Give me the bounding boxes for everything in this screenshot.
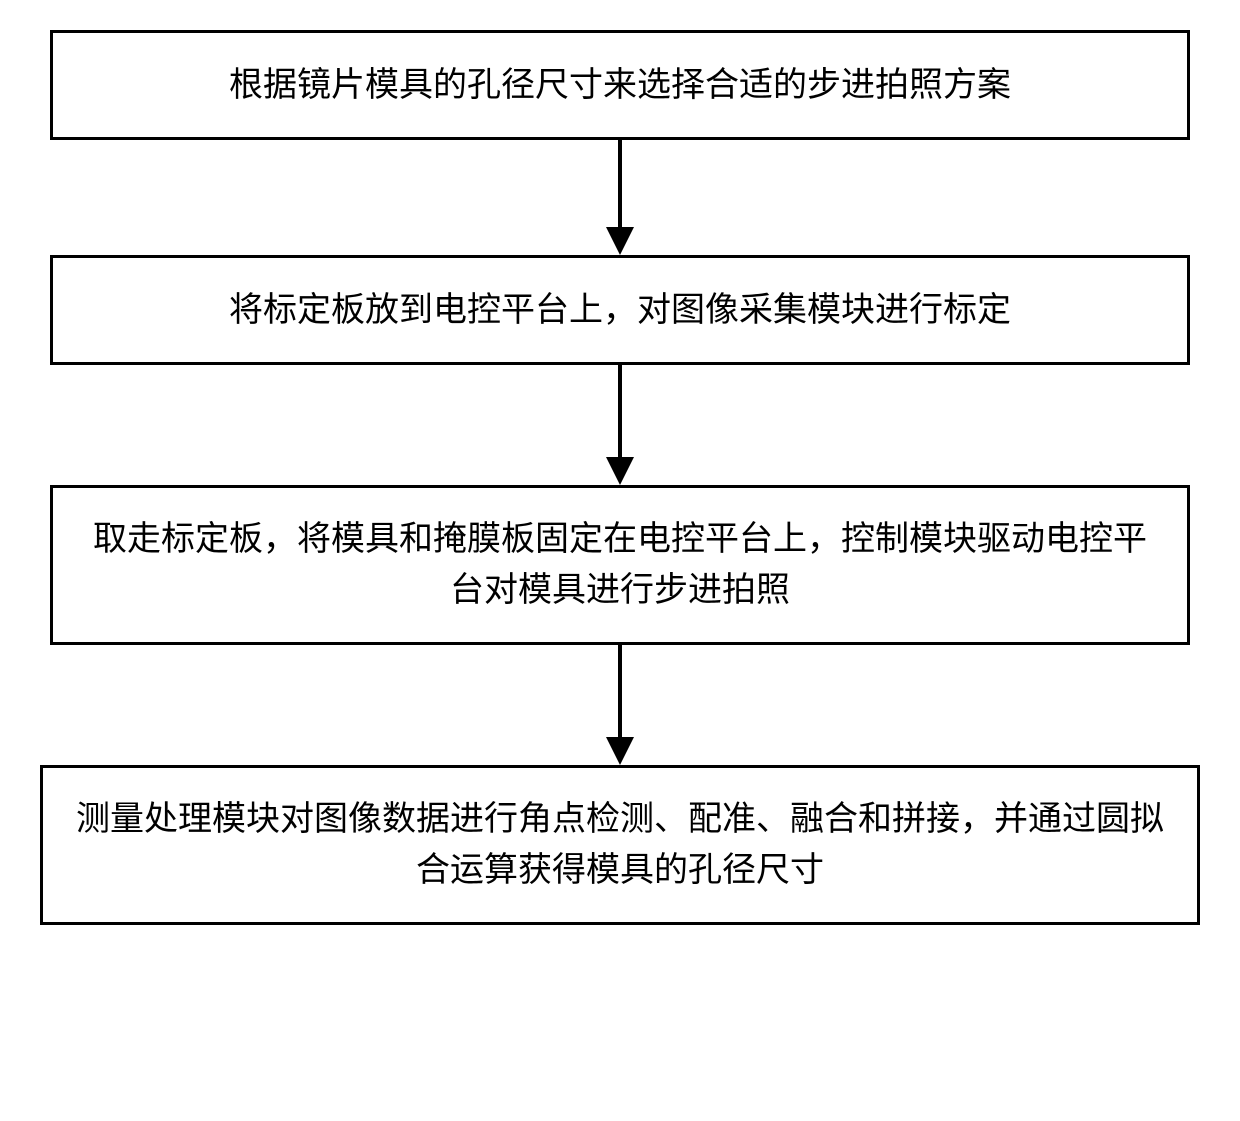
step-box-3: 取走标定板，将模具和掩膜板固定在电控平台上，控制模块驱动电控平台对模具进行步进拍… (50, 485, 1190, 645)
step-box-2: 将标定板放到电控平台上，对图像采集模块进行标定 (50, 255, 1190, 365)
step-box-1: 根据镜片模具的孔径尺寸来选择合适的步进拍照方案 (50, 30, 1190, 140)
step-box-4: 测量处理模块对图像数据进行角点检测、配准、融合和拼接，并通过圆拟合运算获得模具的… (40, 765, 1200, 925)
arrow-1 (606, 140, 634, 255)
arrow-2 (606, 365, 634, 485)
arrow-line (618, 645, 622, 737)
arrow-line (618, 365, 622, 457)
arrow-head-icon (606, 227, 634, 255)
arrow-head-icon (606, 737, 634, 765)
arrow-3 (606, 645, 634, 765)
flowchart-container: 根据镜片模具的孔径尺寸来选择合适的步进拍照方案 将标定板放到电控平台上，对图像采… (0, 30, 1240, 925)
arrow-head-icon (606, 457, 634, 485)
arrow-line (618, 140, 622, 227)
